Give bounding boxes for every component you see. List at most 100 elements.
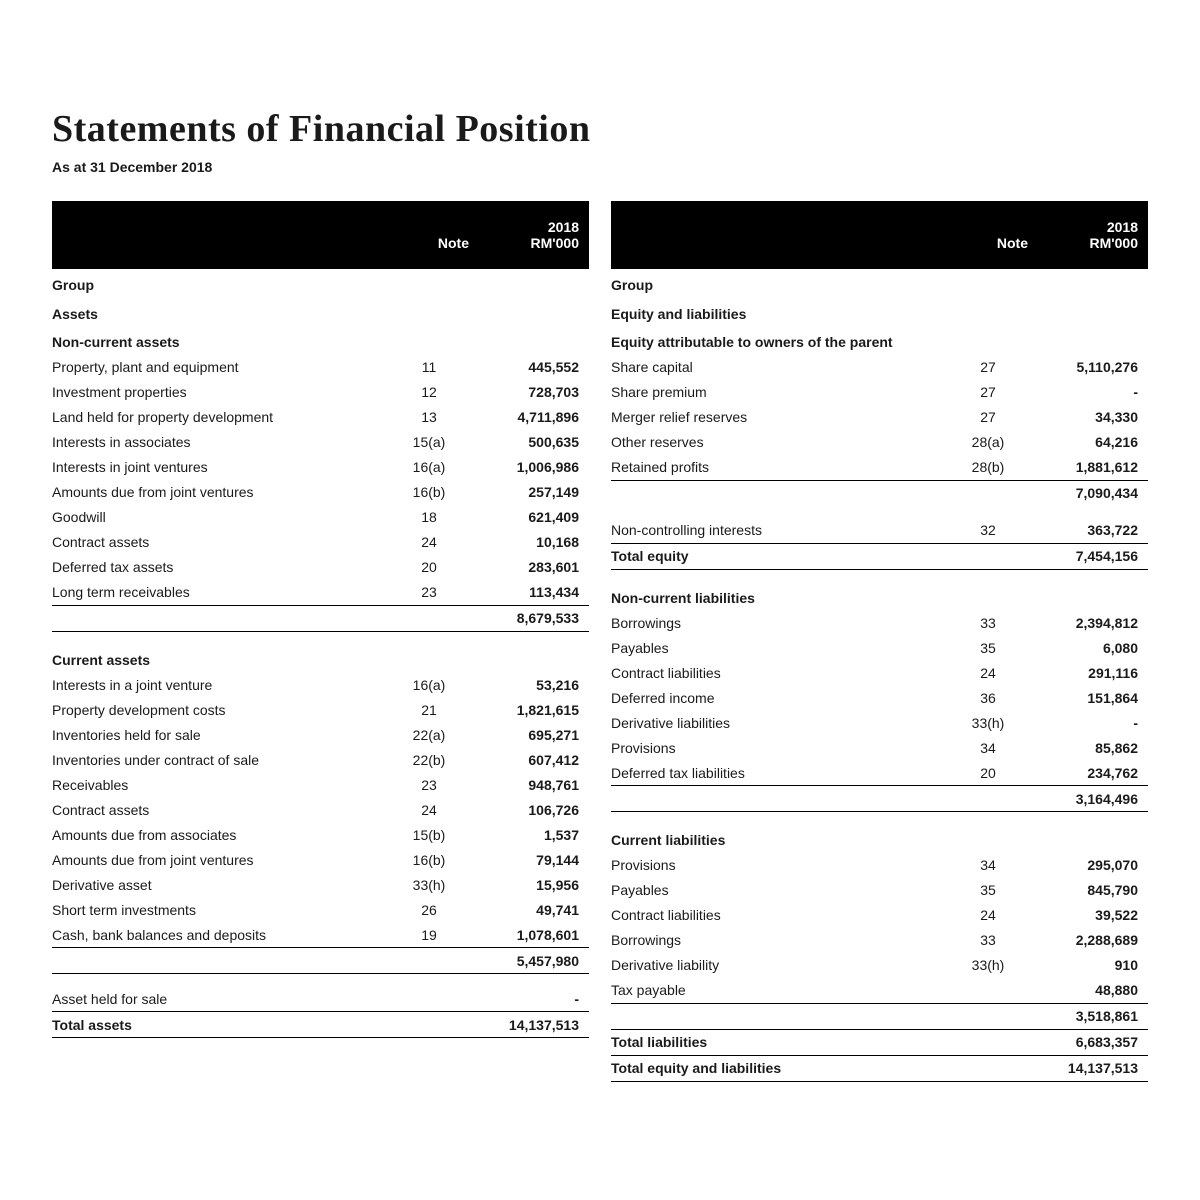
table-row: Contract assets24106,726 bbox=[52, 797, 589, 822]
col-header-note: Note bbox=[948, 201, 1038, 269]
line-item-label: Deferred income bbox=[611, 685, 948, 710]
table-row: Assets bbox=[52, 298, 589, 327]
line-item-value: 106,726 bbox=[479, 797, 589, 822]
line-item-label: Payables bbox=[611, 878, 948, 903]
line-item-label: Derivative liabilities bbox=[611, 710, 948, 735]
line-item-note: 26 bbox=[389, 897, 479, 922]
section-heading: Group bbox=[611, 269, 948, 298]
total-label: Total assets bbox=[52, 1012, 389, 1038]
total-value: 14,137,513 bbox=[479, 1012, 589, 1038]
table-row: Equity and liabilities bbox=[611, 298, 1148, 327]
table-row: Total assets 14,137,513 bbox=[52, 1012, 589, 1038]
table-row: Derivative liabilities33(h)- bbox=[611, 710, 1148, 735]
line-item-value: 1,881,612 bbox=[1038, 455, 1148, 481]
line-item-note: 13 bbox=[389, 405, 479, 430]
line-item-value: 728,703 bbox=[479, 380, 589, 405]
table-row: Deferred tax liabilities20234,762 bbox=[611, 760, 1148, 786]
table-row: Cash, bank balances and deposits191,078,… bbox=[52, 922, 589, 948]
total-value: 7,454,156 bbox=[1038, 543, 1148, 569]
line-item-note: 22(a) bbox=[389, 722, 479, 747]
table-row: Borrowings332,288,689 bbox=[611, 928, 1148, 953]
line-item-value: 1,537 bbox=[479, 822, 589, 847]
line-item-value: 79,144 bbox=[479, 847, 589, 872]
line-item-label: Contract liabilities bbox=[611, 903, 948, 928]
line-item-note: 33 bbox=[948, 928, 1038, 953]
table-row: Non-current assets bbox=[52, 326, 589, 355]
section-heading: Non-current assets bbox=[52, 326, 389, 355]
line-item-value: 500,635 bbox=[479, 430, 589, 455]
line-item-value: 39,522 bbox=[1038, 903, 1148, 928]
line-item-note: 19 bbox=[389, 922, 479, 948]
table-row: Tax payable48,880 bbox=[611, 978, 1148, 1004]
line-item-label: Amounts due from associates bbox=[52, 822, 389, 847]
line-item-value: 34,330 bbox=[1038, 405, 1148, 430]
line-item-label: Deferred tax liabilities bbox=[611, 760, 948, 786]
subtotal-value: 7,090,434 bbox=[1038, 480, 1148, 506]
line-item-label: Property development costs bbox=[52, 697, 389, 722]
section-heading: Equity attributable to owners of the par… bbox=[611, 326, 948, 355]
total-label: Total liabilities bbox=[611, 1029, 948, 1055]
line-item-value: 948,761 bbox=[479, 772, 589, 797]
table-row: Current assets bbox=[52, 644, 589, 673]
line-item-note: 33(h) bbox=[948, 953, 1038, 978]
table-row: Interests in associates15(a)500,635 bbox=[52, 430, 589, 455]
line-item-note: 15(b) bbox=[389, 822, 479, 847]
line-item-value: - bbox=[1038, 380, 1148, 405]
line-item-value: 2,394,812 bbox=[1038, 610, 1148, 635]
line-item-value: 64,216 bbox=[1038, 430, 1148, 455]
line-item-label: Amounts due from joint ventures bbox=[52, 480, 389, 505]
table-row: Equity attributable to owners of the par… bbox=[611, 326, 1148, 355]
line-item-note: 32 bbox=[948, 518, 1038, 544]
table-row: Asset held for sale - bbox=[52, 986, 589, 1012]
equity-liabilities-table: Note 2018RM'000 GroupEquity and liabilit… bbox=[611, 201, 1148, 1082]
line-item-note: 27 bbox=[948, 405, 1038, 430]
line-item-label: Other reserves bbox=[611, 430, 948, 455]
table-row: Retained profits28(b)1,881,612 bbox=[611, 455, 1148, 481]
line-item-label: Contract assets bbox=[52, 530, 389, 555]
table-row: Receivables23948,761 bbox=[52, 772, 589, 797]
line-item-label: Tax payable bbox=[611, 978, 948, 1004]
line-item-label: Receivables bbox=[52, 772, 389, 797]
line-item-label: Borrowings bbox=[611, 610, 948, 635]
table-row: 8,679,533 bbox=[52, 605, 589, 631]
line-item-note: 28(b) bbox=[948, 455, 1038, 481]
page-title: Statements of Financial Position bbox=[52, 107, 1148, 151]
table-row: Non-current liabilities bbox=[611, 582, 1148, 611]
line-item-label: Land held for property development bbox=[52, 405, 389, 430]
line-item-label: Asset held for sale bbox=[52, 986, 389, 1012]
line-item-value: 113,434 bbox=[479, 580, 589, 606]
subtotal-value: 3,164,496 bbox=[1038, 786, 1148, 812]
line-item-label: Payables bbox=[611, 635, 948, 660]
table-row: Derivative liability33(h)910 bbox=[611, 953, 1148, 978]
line-item-value: 621,409 bbox=[479, 505, 589, 530]
table-row: Amounts due from joint ventures16(b)79,1… bbox=[52, 847, 589, 872]
table-row: Non-controlling interests32363,722 bbox=[611, 518, 1148, 544]
table-row: Share capital275,110,276 bbox=[611, 355, 1148, 380]
table-row: Contract assets2410,168 bbox=[52, 530, 589, 555]
equity-liabilities-column: Note 2018RM'000 GroupEquity and liabilit… bbox=[611, 201, 1148, 1082]
line-item-value: 85,862 bbox=[1038, 735, 1148, 760]
as-at-date: As at 31 December 2018 bbox=[52, 159, 1148, 175]
statement-columns: Note 2018RM'000 GroupAssetsNon-current a… bbox=[52, 201, 1148, 1082]
line-item-label: Interests in a joint venture bbox=[52, 672, 389, 697]
line-item-value: 15,956 bbox=[479, 872, 589, 897]
line-item-value: 4,711,896 bbox=[479, 405, 589, 430]
line-item-value: 5,110,276 bbox=[1038, 355, 1148, 380]
line-item-note: 33(h) bbox=[948, 710, 1038, 735]
line-item-note: 23 bbox=[389, 772, 479, 797]
line-item-label: Property, plant and equipment bbox=[52, 355, 389, 380]
line-item-note: 24 bbox=[389, 797, 479, 822]
table-row: 7,090,434 bbox=[611, 480, 1148, 506]
line-item-value: 910 bbox=[1038, 953, 1148, 978]
line-item-label: Retained profits bbox=[611, 455, 948, 481]
table-row: Provisions3485,862 bbox=[611, 735, 1148, 760]
line-item-value: 445,552 bbox=[479, 355, 589, 380]
line-item-label: Inventories held for sale bbox=[52, 722, 389, 747]
line-item-note: 34 bbox=[948, 735, 1038, 760]
total-value: 14,137,513 bbox=[1038, 1055, 1148, 1081]
section-heading: Group bbox=[52, 269, 389, 298]
line-item-value: 1,006,986 bbox=[479, 455, 589, 480]
line-item-value: 257,149 bbox=[479, 480, 589, 505]
line-item-value: - bbox=[479, 986, 589, 1012]
table-row bbox=[52, 974, 589, 987]
